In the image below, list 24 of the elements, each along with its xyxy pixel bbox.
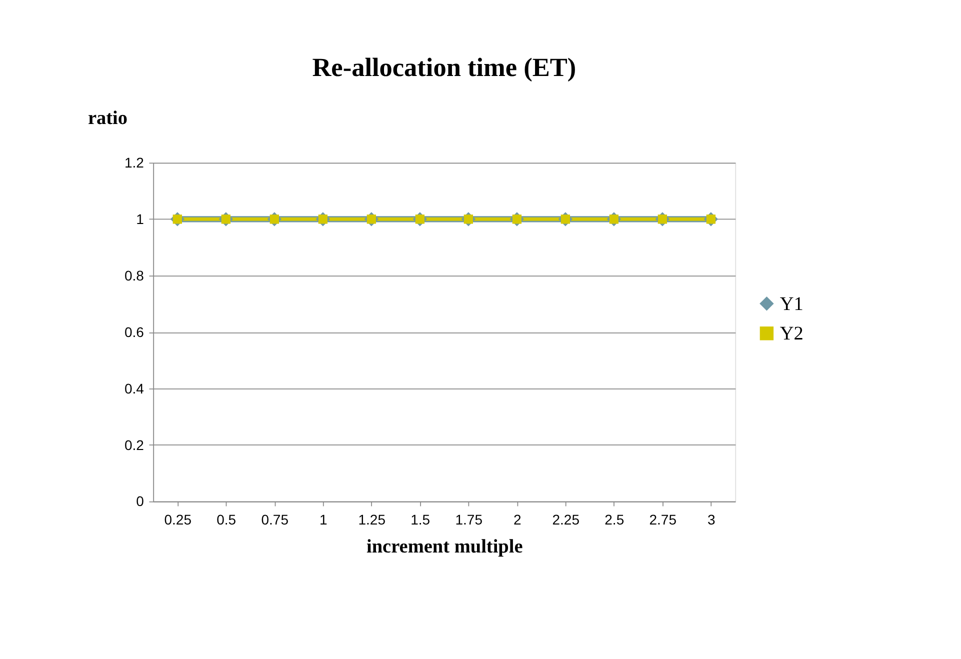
x-tick-label: 2.75 xyxy=(649,512,677,528)
chart-title: Re-allocation time (ET) xyxy=(312,53,576,82)
y-tick-label: 1.2 xyxy=(124,154,144,171)
x-tick-label: 2 xyxy=(513,512,522,528)
y-tick-label: 0.8 xyxy=(124,267,144,284)
x-tick-label: 2.25 xyxy=(552,512,580,528)
y-tick-label: 0 xyxy=(136,493,144,510)
x-tick-label: 1.5 xyxy=(410,512,430,528)
y-tick-label: 0.2 xyxy=(124,436,144,453)
x-tick-label: 3 xyxy=(707,512,716,528)
x-tick-label: 0.5 xyxy=(216,512,236,528)
legend-label: Y2 xyxy=(780,324,804,345)
x-axis-title: increment multiple xyxy=(366,536,524,558)
legend-label: Y1 xyxy=(780,294,804,315)
y-tick-label: 1 xyxy=(136,210,144,227)
x-tick-label: 2.5 xyxy=(604,512,624,528)
x-tick-label: 0.25 xyxy=(164,512,192,528)
y-axis-title: ratio xyxy=(88,108,128,129)
x-tick-label: 1 xyxy=(319,512,328,528)
y-tick-label: 0.6 xyxy=(124,324,144,340)
y-tick-label: 0.4 xyxy=(124,380,144,396)
x-tick-label: 0.75 xyxy=(261,512,289,528)
x-tick-label: 1.25 xyxy=(358,512,386,528)
x-tick-label: 1.75 xyxy=(455,512,483,528)
